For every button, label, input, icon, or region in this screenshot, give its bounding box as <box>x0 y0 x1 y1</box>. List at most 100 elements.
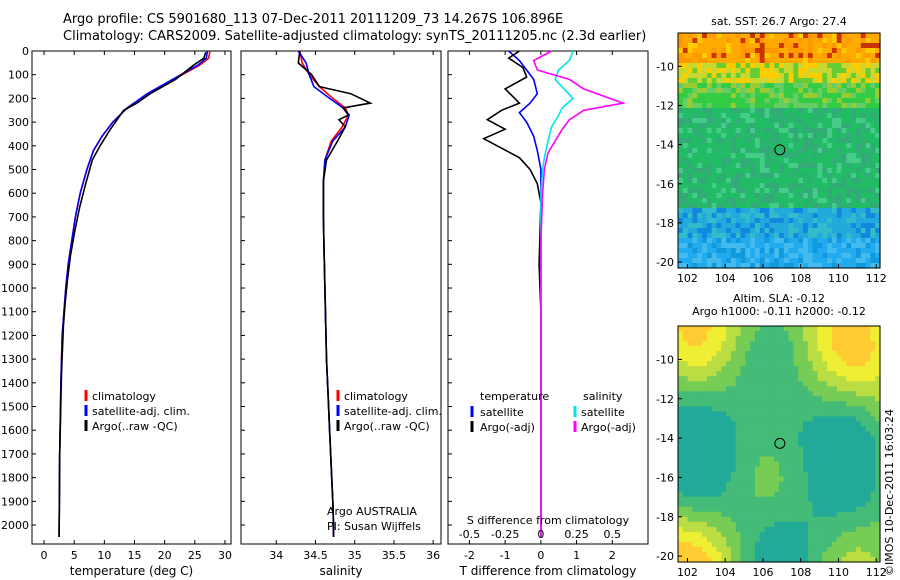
map-cell <box>875 461 881 468</box>
map-cell <box>851 491 857 498</box>
y-tick-label: -16 <box>656 471 674 484</box>
map-cell <box>846 401 852 407</box>
map-cell <box>822 88 828 94</box>
map-cell <box>860 248 867 254</box>
map-cell <box>779 326 785 332</box>
map-cell <box>764 263 770 269</box>
map-cell <box>764 88 770 94</box>
map-cell <box>822 73 828 79</box>
map-cell <box>875 396 881 402</box>
map-cell <box>764 406 770 412</box>
map-cell <box>855 53 862 59</box>
map-cell <box>817 516 823 523</box>
map-cell <box>846 536 852 543</box>
map-cell <box>846 506 852 513</box>
map-cell <box>798 128 804 134</box>
map-cell <box>803 138 809 144</box>
map-cell <box>812 258 819 264</box>
map-cell <box>817 436 823 443</box>
map-cell <box>827 421 833 428</box>
map-cell <box>793 123 799 129</box>
map-cell <box>783 178 790 184</box>
map-cell <box>740 541 746 548</box>
map-cell <box>822 108 828 114</box>
map-cell <box>798 456 804 463</box>
map-cell <box>841 361 847 367</box>
map-cell <box>836 421 843 428</box>
map-cell <box>870 138 876 144</box>
map-cell <box>740 351 746 357</box>
map-cell <box>682 63 689 69</box>
map-cell <box>783 93 790 99</box>
map-cell <box>702 258 708 264</box>
map-cell <box>682 446 689 453</box>
map-cell <box>822 406 828 412</box>
map-cell <box>702 208 708 214</box>
map-cell <box>754 501 761 508</box>
map-cell <box>682 103 689 109</box>
map-cell <box>860 471 867 478</box>
map-cell <box>740 371 746 377</box>
map-cell <box>745 218 751 224</box>
map-cell <box>798 341 804 347</box>
map-cell <box>846 158 852 164</box>
map-cell <box>798 213 804 219</box>
map-cell <box>793 326 799 332</box>
map-cell <box>750 441 756 448</box>
map-cell <box>779 138 785 144</box>
map-cell <box>769 526 775 533</box>
map-cell <box>875 218 881 224</box>
map-cell <box>779 376 785 382</box>
map-cell <box>774 456 780 463</box>
map-cell <box>692 33 698 39</box>
map-cell <box>678 228 684 234</box>
map-cell <box>793 138 799 144</box>
map-cell <box>793 93 799 99</box>
map-cell <box>769 168 775 174</box>
map-cell <box>779 356 785 362</box>
map-cell <box>702 391 708 397</box>
map-cell <box>803 248 809 254</box>
map-cell <box>851 396 857 402</box>
map-cell <box>706 476 713 483</box>
map-cell <box>807 341 814 347</box>
map-cell <box>851 386 857 392</box>
map-cell <box>841 263 847 269</box>
map-cell <box>754 401 761 407</box>
map-cell <box>687 158 694 164</box>
map-cell <box>855 456 862 463</box>
map-cell <box>841 53 847 59</box>
map-cell <box>865 138 871 144</box>
map-cell <box>721 506 727 513</box>
map-cell <box>764 253 770 259</box>
map-cell <box>855 48 862 54</box>
map-cell <box>870 173 876 179</box>
map-cell <box>846 331 852 337</box>
map-cell <box>678 58 684 64</box>
map-cell <box>812 198 819 204</box>
map-cell <box>735 263 742 269</box>
map-cell <box>740 68 746 74</box>
map-cell <box>836 248 843 254</box>
map-cell <box>740 233 746 239</box>
map-cell <box>678 33 684 39</box>
map-cell <box>841 163 847 169</box>
map-cell <box>865 133 871 139</box>
map-cell <box>860 356 867 362</box>
map-cell <box>745 203 751 209</box>
map-cell <box>769 243 775 249</box>
map-cell <box>875 213 881 219</box>
map-cell <box>870 83 876 89</box>
map-cell <box>750 258 756 264</box>
map-cell <box>730 143 737 149</box>
map-cell <box>682 336 689 342</box>
map-cell <box>721 243 727 249</box>
map-cell <box>803 103 809 109</box>
map-cell <box>827 406 833 412</box>
map-cell <box>730 38 737 44</box>
map-cell <box>730 481 737 488</box>
map-cell <box>812 178 819 184</box>
map-cell <box>721 521 727 528</box>
map-cell <box>807 128 814 134</box>
map-cell <box>682 406 689 412</box>
